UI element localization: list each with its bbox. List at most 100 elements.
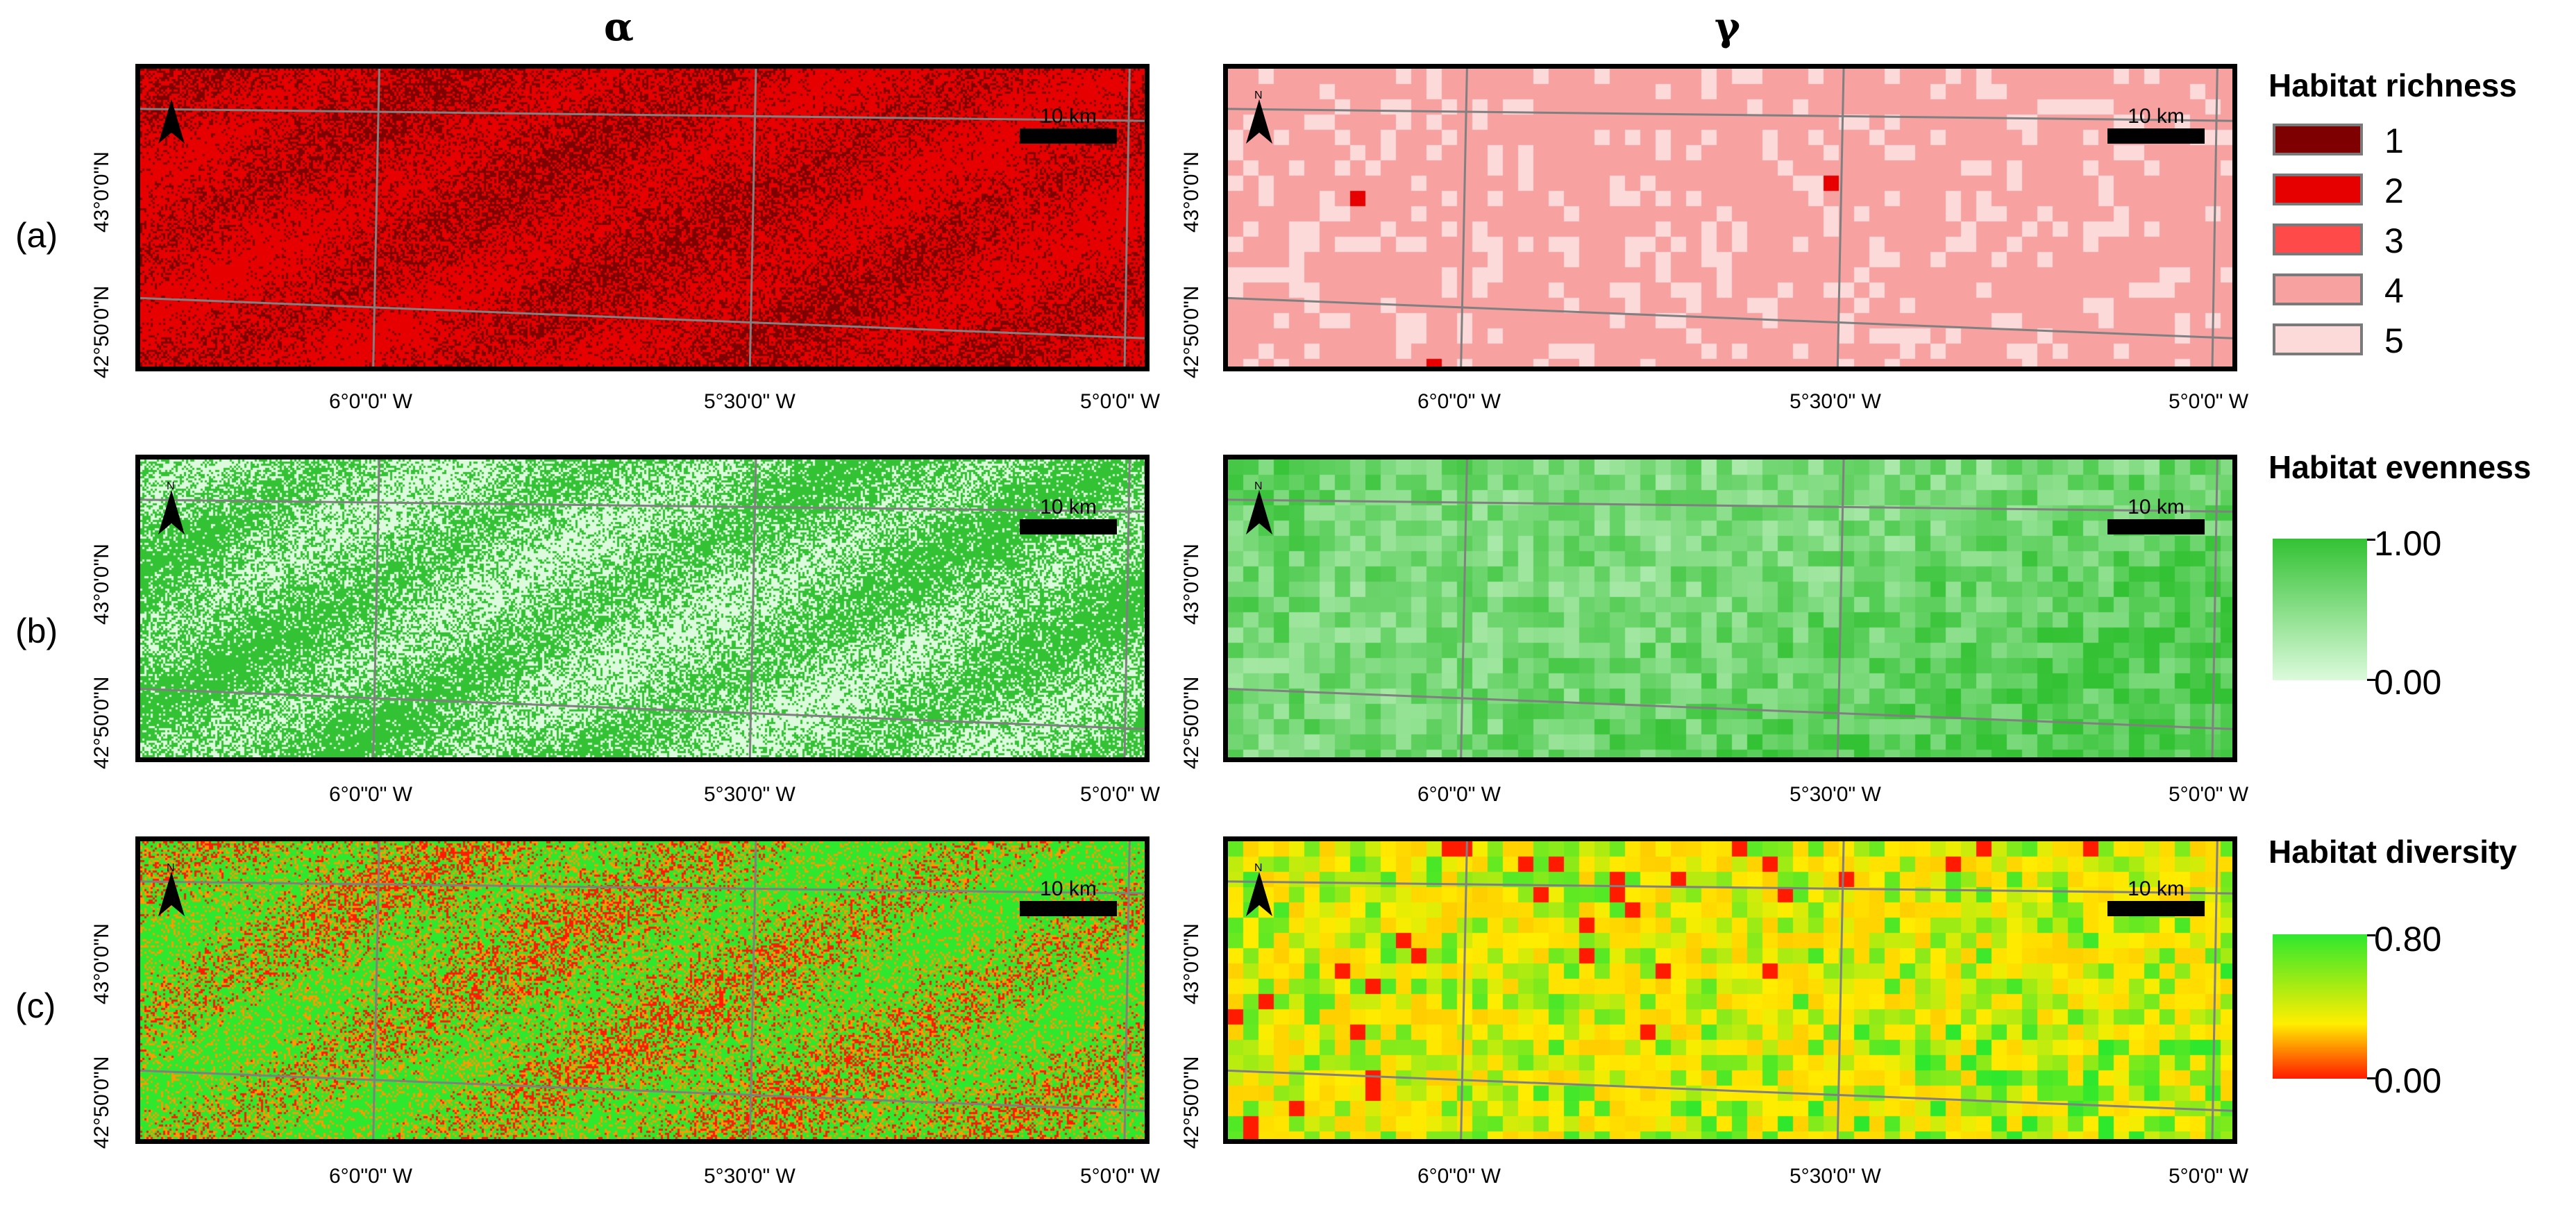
x-tick-label: 5°0'0" W xyxy=(2169,390,2249,413)
graticule-line xyxy=(2211,460,2219,757)
scale-bar-label: 10 km xyxy=(1040,877,1097,900)
graticule-line xyxy=(748,841,757,1139)
graticule xyxy=(140,460,1145,757)
graticule xyxy=(140,69,1145,367)
x-tick-label: 5°30'0" W xyxy=(1790,1165,1881,1188)
evenness-color-ramp xyxy=(2273,539,2367,680)
x-tick-label: 6°0"0" W xyxy=(329,390,412,413)
diversity-min-label: 0.00 xyxy=(2374,1061,2442,1100)
y-tick-label: 42°50'0"N xyxy=(1180,1056,1203,1149)
y-tick-label: 42°50'0"N xyxy=(90,285,113,378)
y-tick-label: 42°50'0"N xyxy=(90,1056,113,1149)
y-tick-label: 42°50'0"N xyxy=(1180,676,1203,769)
scale-bar: 10 km xyxy=(1020,879,1117,916)
scale-bar: 10 km xyxy=(2107,497,2205,534)
scale-bar-label: 10 km xyxy=(2128,877,2184,900)
graticule-line xyxy=(1836,460,1845,757)
diversity-max-label: 0.80 xyxy=(2374,920,2442,959)
graticule xyxy=(1228,69,2232,367)
north-label: N xyxy=(167,862,175,874)
scale-bar-label: 10 km xyxy=(1040,496,1097,519)
scale-bar: 10 km xyxy=(1020,106,1117,144)
graticule xyxy=(140,841,1145,1139)
legend-label-3: 3 xyxy=(2384,221,2404,260)
graticule-line xyxy=(140,498,1145,513)
x-tick-label: 5°0'0" W xyxy=(2169,783,2249,806)
legend-swatch-5 xyxy=(2273,323,2363,355)
evenness-min-label: 0.00 xyxy=(2374,663,2442,702)
scale-bar: 10 km xyxy=(2107,106,2205,144)
ramp-tick xyxy=(2367,679,2375,681)
x-tick-label: 5°0'0" W xyxy=(1080,390,1161,413)
x-tick-label: 5°30'0" W xyxy=(704,783,795,806)
x-tick-label: 5°30'0" W xyxy=(1790,783,1881,806)
graticule-line xyxy=(140,687,1145,730)
legend-label-5: 5 xyxy=(2384,321,2404,360)
y-tick-label: 42°50'0"N xyxy=(1180,285,1203,378)
scale-bar: 10 km xyxy=(1020,497,1117,534)
graticule-line xyxy=(140,296,1145,339)
x-tick-label: 5°0'0" W xyxy=(1080,783,1161,806)
y-tick-label: 43°0'0"N xyxy=(1180,544,1203,625)
graticule-line xyxy=(1228,687,2232,730)
graticule-line xyxy=(140,1069,1145,1112)
map-diversity-gamma: N 10 km xyxy=(1223,836,2237,1144)
graticule-line xyxy=(372,69,380,367)
legend-label-1: 1 xyxy=(2384,121,2404,160)
north-arrow: N xyxy=(1242,862,1277,922)
graticule-line xyxy=(1836,841,1845,1139)
scale-bar-label: 10 km xyxy=(2128,496,2184,519)
north-label: N xyxy=(1254,862,1263,874)
x-tick-label: 5°30'0" W xyxy=(704,1165,795,1188)
x-tick-label: 6°0"0" W xyxy=(329,1165,412,1188)
graticule-line xyxy=(1228,1069,2232,1112)
y-tick-label: 42°50'0"N xyxy=(90,676,113,769)
map-diversity-alpha: N 10 km xyxy=(135,836,1150,1144)
graticule xyxy=(1228,841,2232,1139)
graticule-line xyxy=(1460,460,1468,757)
y-tick-label: 43°0'0"N xyxy=(1180,923,1203,1004)
diversity-color-ramp xyxy=(2273,934,2367,1079)
graticule-line xyxy=(748,460,757,757)
graticule-line xyxy=(1123,460,1131,757)
x-tick-label: 5°0'0" W xyxy=(1080,1165,1161,1188)
graticule-line xyxy=(1460,841,1468,1139)
north-arrow: N xyxy=(1242,90,1277,149)
north-label: N xyxy=(1254,90,1263,101)
graticule-line xyxy=(2211,69,2219,367)
x-tick-label: 5°0'0" W xyxy=(2169,1165,2249,1188)
ramp-tick xyxy=(2367,1077,2375,1079)
scale-bar: 10 km xyxy=(2107,879,2205,916)
graticule-line xyxy=(140,880,1145,895)
legend-swatch-1 xyxy=(2273,124,2363,155)
north-arrow: N xyxy=(1242,480,1277,540)
legend-swatch-3 xyxy=(2273,224,2363,255)
map-richness-gamma: N 10 km xyxy=(1223,64,2237,371)
x-tick-label: 5°30'0" W xyxy=(1790,390,1881,413)
column-title-alpha: α xyxy=(604,4,634,50)
x-tick-label: 6°0"0" W xyxy=(1417,783,1501,806)
y-tick-label: 43°0'0"N xyxy=(1180,151,1203,233)
scale-bar-label: 10 km xyxy=(2128,105,2184,128)
row-label-c: (c) xyxy=(15,986,56,1025)
legend-swatch-4 xyxy=(2273,273,2363,305)
column-title-gamma: γ xyxy=(1715,4,1740,50)
north-label: N xyxy=(1254,480,1263,492)
graticule-line xyxy=(1228,296,2232,339)
map-richness-alpha: 10 km xyxy=(135,64,1150,371)
row-label-b: (b) xyxy=(15,612,58,650)
north-label: N xyxy=(167,480,175,492)
graticule-line xyxy=(1123,841,1131,1139)
legend-label-2: 2 xyxy=(2384,171,2404,210)
legend-title-evenness: Habitat evenness xyxy=(2268,449,2532,485)
scale-bar-label: 10 km xyxy=(1040,105,1097,128)
ramp-tick xyxy=(2367,539,2375,541)
ramp-tick xyxy=(2367,934,2375,936)
y-tick-label: 43°0'0"N xyxy=(90,923,113,1004)
graticule-line xyxy=(1123,69,1131,367)
north-arrow xyxy=(154,94,189,149)
graticule-line xyxy=(748,69,757,367)
row-label-a: (a) xyxy=(15,216,58,255)
graticule-line xyxy=(372,460,380,757)
x-tick-label: 5°30'0" W xyxy=(704,390,795,413)
